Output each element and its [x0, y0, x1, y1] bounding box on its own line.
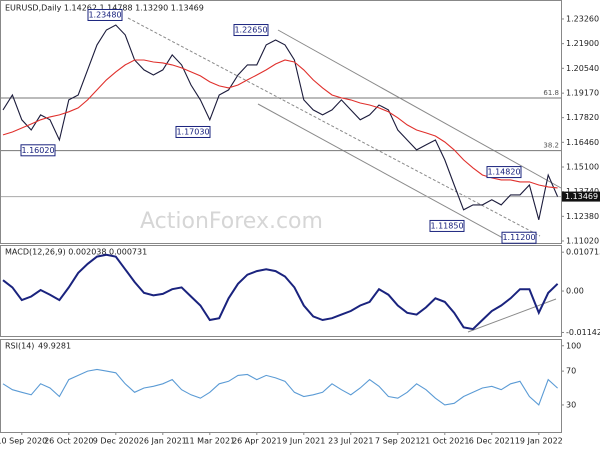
annotation-label: 1.17030: [176, 127, 209, 136]
x-tick-label: 11 Mar 2021: [184, 437, 235, 446]
y-tick-label: 1.21900: [566, 39, 599, 48]
annotation-label: 1.11200: [502, 233, 535, 242]
annotation-box: [501, 231, 537, 244]
x-tick-label: 19 Jan 2022: [515, 437, 563, 446]
annotation-label: 1.14820: [487, 168, 520, 177]
y-tick-label: 1.20540: [566, 64, 599, 73]
annotation-label: 1.11850: [430, 221, 463, 230]
y-tick-label: 70: [566, 367, 576, 376]
y-tick-label: 100: [566, 341, 581, 350]
annotation-label: 1.23480: [88, 10, 121, 19]
x-tick-label: 26 Oct 2020: [44, 437, 93, 446]
x-tick-label: 26 Jan 2021: [139, 437, 187, 446]
x-tick-label: 23 Jul 2021: [328, 437, 373, 446]
y-tick-label: 1.12380: [566, 212, 599, 221]
chart-title: EURUSD,Daily 1.14262 1.14788 1.13290 1.1…: [5, 4, 204, 13]
y-tick-label: -0.011424: [566, 328, 600, 337]
series-line: [2, 59, 558, 189]
annotation-box: [20, 144, 56, 157]
annotation-label: 1.22650: [234, 26, 267, 35]
annotation-box: [233, 24, 269, 37]
annotation-label: 1.16020: [21, 146, 54, 155]
last-price-label: 1.13469: [565, 192, 598, 201]
annotation-box: [175, 125, 211, 138]
x-tick-label: 10 Sep 2020: [0, 437, 47, 446]
channel-line: [257, 103, 513, 244]
level-label: 38.2: [543, 142, 559, 150]
x-tick-label: 9 Dec 2020: [93, 437, 139, 446]
x-tick-label: 9 Jun 2021: [282, 437, 325, 446]
series-line: [2, 24, 559, 220]
y-tick-label: 1.23260: [566, 14, 599, 23]
trend-line: [127, 17, 541, 237]
x-tick-label: 26 Apr 2021: [232, 437, 281, 446]
x-tick-label: 21 Oct 2021: [420, 437, 469, 446]
watermark: ActionForex.com: [140, 209, 323, 234]
y-tick-label: 1.15100: [566, 162, 599, 171]
channel-line: [277, 29, 562, 189]
annotation-box: [429, 219, 465, 232]
series-line: [2, 368, 558, 406]
price-panel: [0, 0, 562, 244]
y-tick-label: 1.16460: [566, 138, 599, 147]
y-tick-label: 1.17820: [566, 113, 599, 122]
y-tick-label: 1.19170: [566, 89, 599, 98]
y-tick-label: 0.00: [566, 287, 584, 296]
level-label: 61.8: [543, 89, 559, 97]
trend-line: [467, 298, 557, 333]
y-tick-label: 1.11020: [566, 237, 599, 246]
annotation-box: [87, 8, 123, 21]
rsi-panel: [0, 339, 562, 433]
last-price-tag: [562, 191, 600, 202]
y-tick-label: 0.010715: [566, 248, 600, 257]
x-tick-label: 7 Sep 2021: [375, 437, 421, 446]
x-tick-label: 6 Dec 2021: [469, 437, 515, 446]
annotation-box: [486, 166, 522, 179]
series-line: [2, 253, 559, 331]
rsi-value: 49.9281: [38, 342, 71, 351]
y-tick-label: 30: [566, 400, 576, 409]
macd-panel: [0, 245, 562, 337]
rsi-title: RSI(14): [5, 342, 34, 351]
macd-title: MACD(12,26,9) 0.002038 0.000731: [5, 248, 147, 257]
